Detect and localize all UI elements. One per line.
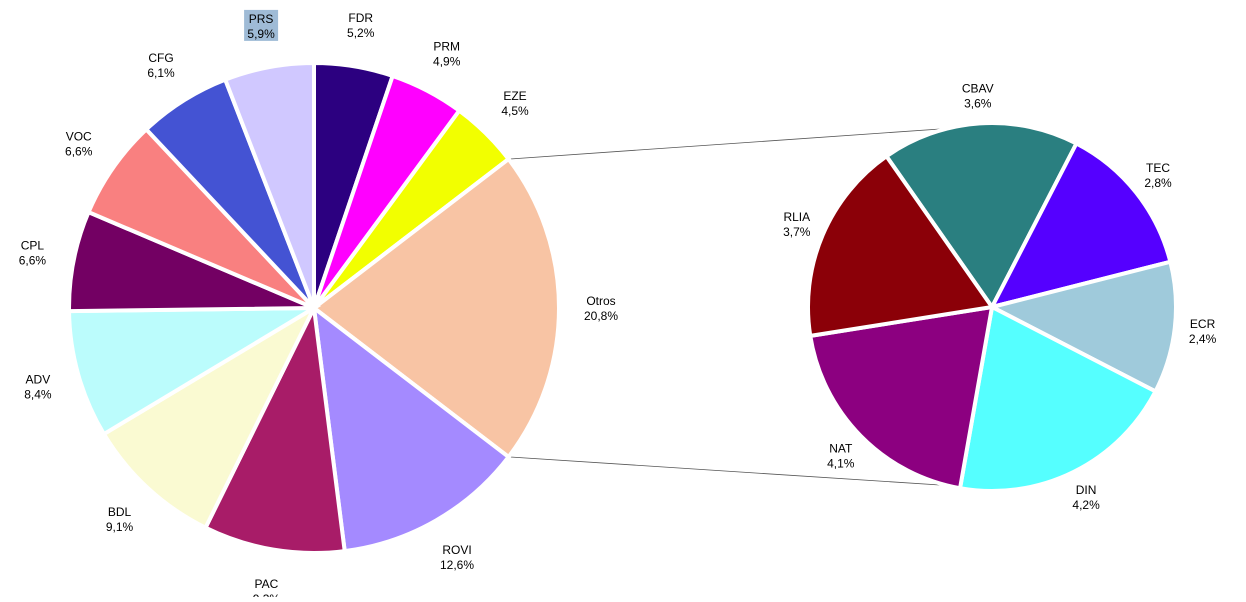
main-slice-label-eze: EZE: [503, 89, 526, 103]
main-slice-bdl: [101, 302, 319, 531]
detail-slice-tec: [988, 140, 1173, 311]
main-slice-value-fdr: 5,2%: [347, 26, 375, 40]
main-slice-pac: [202, 301, 347, 555]
detail-slice-label-tec: TEC: [1146, 161, 1170, 175]
main-slice-value-eze: 4,5%: [501, 104, 529, 118]
detail-slice-value-tec: 2,8%: [1144, 176, 1172, 190]
main-slice-rovi: [311, 303, 512, 554]
main-label-highlight-prs: [244, 9, 279, 41]
detail-slice-label-cbav: CBAV: [962, 82, 994, 96]
main-slice-value-otros: 20,8%: [584, 309, 618, 323]
detail-pie: [806, 121, 1178, 493]
main-slice-label-pac: PAC: [255, 577, 279, 591]
main-slice-value-bdl: 9,1%: [106, 520, 134, 534]
connector-lines: [508, 128, 948, 486]
main-slice-value-pac: 9,3%: [253, 592, 281, 597]
detail-slice-value-cbav: 3,6%: [964, 97, 992, 111]
main-slice-value-prs: 5,9%: [247, 27, 275, 41]
detail-slice-nat: [807, 304, 995, 491]
main-slice-value-cfg: 6,1%: [147, 66, 175, 80]
detail-slice-value-nat: 4,1%: [827, 457, 855, 471]
main-slice-prs: [222, 60, 316, 309]
detail-slice-label-rlia: RLIA: [783, 210, 810, 224]
main-slice-value-adv: 8,4%: [24, 387, 52, 401]
main-slice-label-prs: PRS: [249, 12, 274, 26]
detail-slice-cbav: [883, 121, 1080, 311]
main-slice-label-adv: ADV: [26, 372, 51, 386]
detail-slice-label-ecr: ECR: [1190, 317, 1216, 331]
detail-slice-value-rlia: 3,7%: [783, 225, 811, 239]
detail-slice-value-ecr: 2,4%: [1189, 332, 1217, 346]
main-slice-label-prm: PRM: [433, 40, 460, 54]
main-slice-label-rovi: ROVI: [442, 543, 471, 557]
main-slice-label-bdl: BDL: [108, 505, 132, 519]
main-slice-value-prm: 4,9%: [433, 55, 461, 69]
main-slice-label-otros: Otros: [586, 294, 615, 308]
main-pie: [66, 60, 561, 555]
main-slice-adv: [66, 305, 322, 437]
main-slice-label-cpl: CPL: [21, 239, 45, 253]
detail-slice-rlia: [806, 153, 996, 339]
main-slice-value-voc: 6,6%: [65, 145, 93, 159]
detail-slice-label-din: DIN: [1076, 483, 1097, 497]
main-slice-otros: [310, 156, 561, 460]
detail-slice-value-din: 4,2%: [1072, 498, 1100, 512]
main-slice-value-cpl: 6,6%: [19, 254, 47, 268]
main-slice-value-rovi: 12,6%: [440, 558, 474, 572]
detail-slice-din: [957, 303, 1159, 493]
main-slice-label-fdr: FDR: [348, 11, 373, 25]
connector-line-top: [508, 128, 948, 160]
main-slice-label-cfg: CFG: [148, 51, 173, 65]
connector-line-bottom: [508, 456, 948, 486]
detail-slice-label-nat: NAT: [829, 442, 853, 456]
detail-slice-ecr: [986, 259, 1178, 395]
main-slice-label-voc: VOC: [66, 130, 92, 144]
